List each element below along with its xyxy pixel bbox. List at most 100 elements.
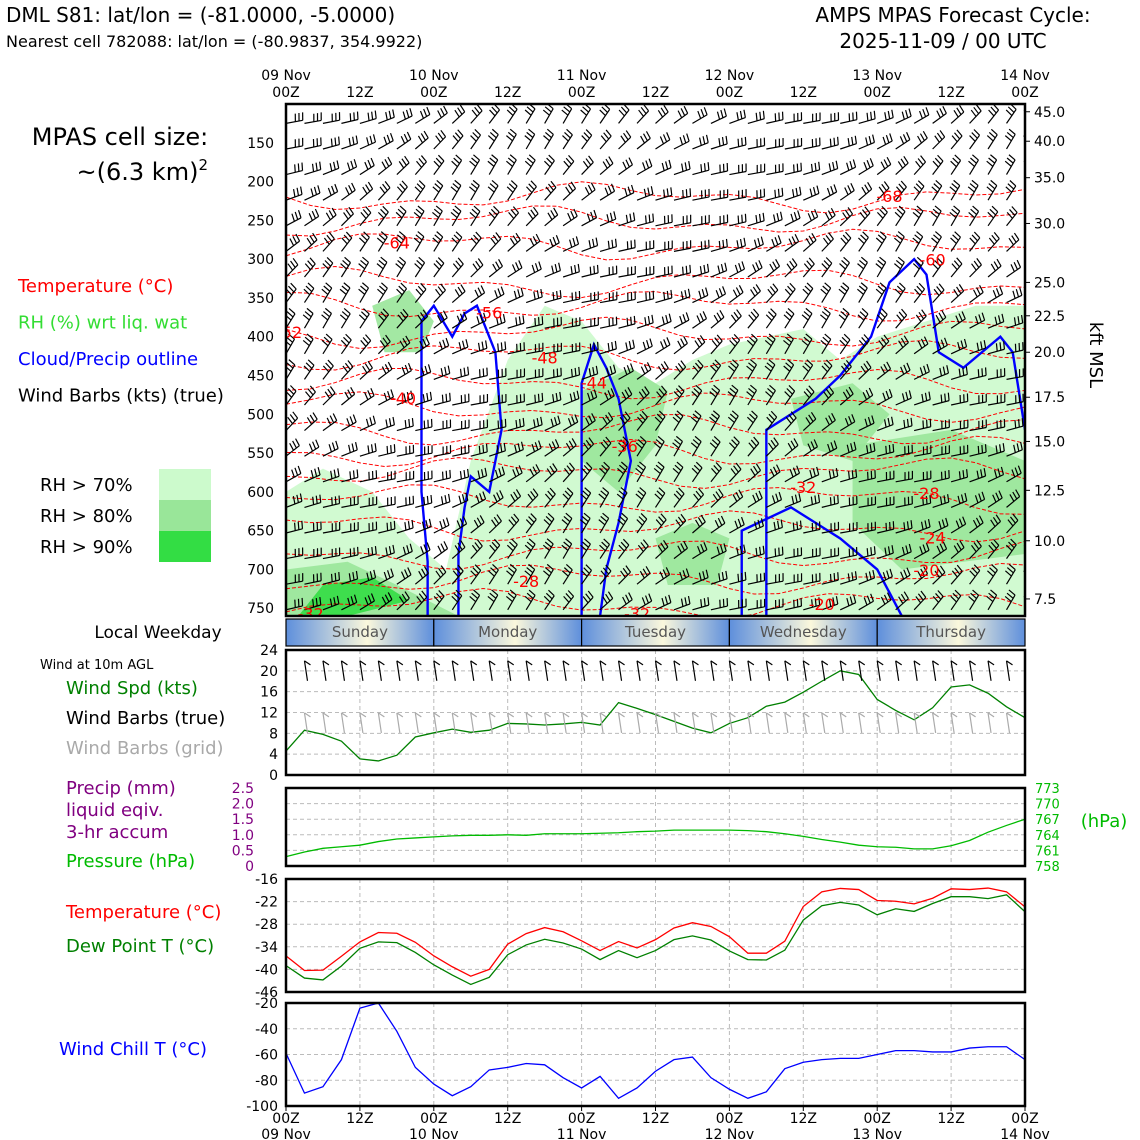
wind-barb [729, 109, 746, 124]
wind-barb [876, 568, 893, 585]
wind-barb [525, 416, 543, 432]
wind-barb [820, 307, 831, 329]
wind-barb [690, 435, 702, 457]
wind-barb [433, 365, 451, 380]
wind-barb [766, 491, 783, 508]
wind-barb [526, 368, 544, 380]
wind-barb [692, 214, 710, 227]
pressure-tick-label: 500 [247, 407, 274, 423]
wind-barb [857, 256, 868, 278]
top-hour-label: 00Z [1011, 85, 1038, 101]
wind-barb [765, 437, 779, 457]
wind-barb [950, 516, 967, 534]
y-tick-label: -60 [255, 1048, 278, 1064]
temperature-contour-label: -36 [612, 437, 638, 456]
wind-barb [581, 437, 595, 457]
wind-barb [321, 307, 332, 329]
wind-barb [912, 205, 924, 227]
wind-barb [673, 105, 689, 124]
wind-barb [1004, 154, 1016, 175]
wind-barb [581, 209, 598, 227]
bottom-hour-label: 00Z [1011, 1111, 1038, 1127]
wind-barb [433, 310, 448, 329]
wind-barb [414, 130, 429, 150]
wind-barb [673, 288, 691, 304]
wind-barb [598, 512, 610, 534]
wind-barb [581, 182, 596, 201]
wind-barb [747, 284, 761, 304]
wind-barb [322, 112, 341, 124]
wind-barb [322, 386, 336, 406]
wind-barb [838, 282, 850, 303]
wind-barb [913, 107, 930, 124]
wind-barb [415, 364, 432, 380]
weekday-cell [580, 618, 730, 647]
wind-barb [821, 232, 834, 252]
wind-barb [913, 542, 930, 560]
cell-size-label: MPAS cell size: [32, 123, 208, 151]
wind-barb [784, 493, 802, 508]
y-tick-label: -20 [255, 996, 278, 1012]
kft-tick-label: 10.0 [1034, 534, 1065, 550]
wind-barb [895, 308, 908, 329]
wind-barb [821, 112, 840, 124]
wind-barb [876, 205, 888, 227]
wind-barb-true [1005, 660, 1013, 681]
wind-barb [931, 231, 942, 252]
wind-barb [1024, 519, 1025, 533]
wind-barb [932, 105, 947, 124]
kft-tick-label: 45.0 [1034, 105, 1065, 121]
wind-barb [562, 366, 581, 380]
wind-barb [396, 543, 413, 560]
wind-barb [1005, 538, 1017, 559]
precip-tick-label: 1.0 [232, 828, 254, 844]
wind-barb [562, 154, 575, 175]
wind-barb [913, 590, 927, 611]
rh-swatch [159, 531, 211, 562]
wind-barb [950, 231, 961, 252]
top-hour-label: 00Z [272, 85, 299, 101]
wind-barb [1004, 563, 1016, 585]
wind-barb [856, 282, 868, 303]
wind-barb [729, 189, 747, 201]
wind-barb [802, 233, 817, 252]
wind-barb [470, 393, 489, 406]
wind-barb [340, 256, 352, 278]
wind-barb [747, 598, 766, 611]
wind-barb [322, 495, 341, 508]
wind-barb [636, 240, 655, 252]
wind-barb-true [839, 660, 847, 681]
wind-barb [932, 337, 948, 355]
wind-barb [636, 186, 654, 201]
wind-barb [618, 184, 635, 201]
wind-barb [581, 317, 599, 329]
temperature-contour [286, 391, 1025, 423]
wind-barb [525, 464, 541, 483]
rh-label: RH > 70% [40, 475, 133, 496]
wind-barb [710, 359, 722, 380]
wind-barb [396, 308, 409, 329]
bottom-hour-label: 12Z [790, 1111, 817, 1127]
wind-barb [341, 206, 354, 227]
y-tick-label: 16 [260, 685, 278, 701]
wind-barb [415, 518, 432, 534]
wind-barb [415, 470, 433, 483]
bottom-hour-label: 12Z [346, 1111, 373, 1127]
wind-barb [729, 237, 747, 252]
wind-barb [470, 367, 488, 380]
wind-barb [728, 309, 742, 329]
wind-barb [543, 563, 554, 585]
wind-barb [820, 282, 832, 303]
wind-barb [895, 156, 909, 176]
wind-barb [378, 592, 393, 611]
wind-barb [618, 157, 633, 176]
top-hour-label: 00Z [420, 85, 447, 101]
wind-barb [286, 438, 300, 457]
wind-barb [710, 543, 727, 560]
wind-barb [672, 461, 684, 483]
wind-barb [469, 205, 481, 227]
wind-barb [506, 154, 517, 175]
wind-barb [599, 388, 615, 406]
wind-barb [950, 284, 965, 304]
